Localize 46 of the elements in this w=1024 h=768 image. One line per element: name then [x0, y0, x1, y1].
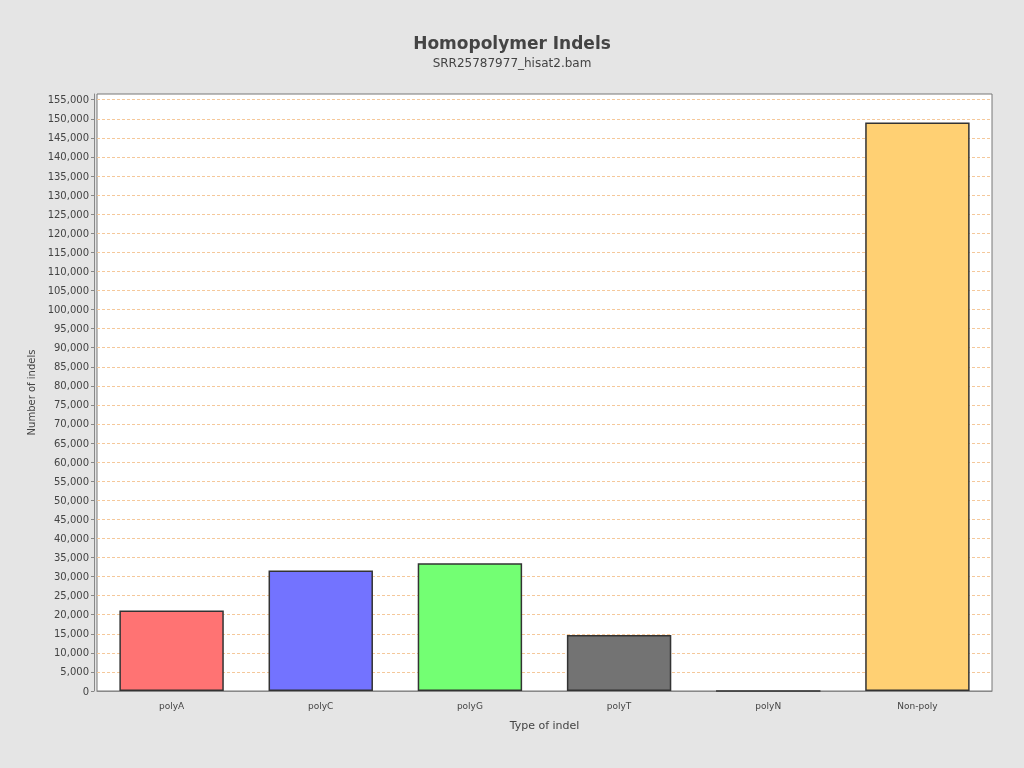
x-tick-label: polyC — [308, 700, 334, 711]
y-tick-label: 120,000 — [47, 227, 89, 239]
x-tick-label: polyA — [158, 700, 186, 711]
y-tick-label: 155,000 — [47, 94, 89, 106]
y-tick-label: 70,000 — [54, 418, 89, 430]
x-tick-label: polyT — [606, 700, 632, 711]
y-tick-label: 35,000 — [54, 551, 89, 563]
y-tick-label: 115,000 — [47, 246, 89, 258]
y-tick-label: 80,000 — [54, 380, 89, 392]
y-tick-label: 130,000 — [47, 189, 89, 201]
y-tick-label: 60,000 — [54, 456, 89, 468]
bar — [417, 563, 523, 691]
chart-title: Homopolymer Indels — [413, 32, 611, 53]
y-tick-label: 5,000 — [60, 666, 89, 678]
y-tick-label: 85,000 — [54, 361, 89, 373]
y-tick-label: 95,000 — [54, 323, 89, 335]
x-axis-title: Type of indel — [508, 719, 580, 732]
x-tick-label: polyG — [456, 700, 483, 711]
y-tick-label: 45,000 — [54, 513, 89, 525]
y-tick-label: 20,000 — [54, 609, 89, 621]
y-tick-label: 30,000 — [54, 571, 89, 583]
y-tick-label: 90,000 — [54, 342, 89, 354]
y-tick-label: 125,000 — [47, 208, 89, 220]
y-tick-label: 140,000 — [47, 151, 89, 163]
x-tick-label: polyN — [755, 700, 782, 711]
y-tick-label: 10,000 — [54, 647, 89, 659]
bar — [865, 122, 970, 691]
y-tick-label: 15,000 — [54, 628, 89, 640]
y-tick-label: 100,000 — [47, 304, 89, 316]
bar — [119, 610, 224, 691]
y-tick-label: 25,000 — [54, 590, 89, 602]
y-tick-label: 135,000 — [47, 170, 89, 182]
y-tick-label: 40,000 — [54, 532, 89, 544]
y-tick-label: 0 — [82, 685, 89, 697]
y-tick-label: 150,000 — [47, 113, 89, 125]
x-tick-label: Non-poly — [897, 700, 939, 711]
bar — [268, 570, 373, 691]
y-tick-label: 55,000 — [54, 475, 89, 487]
y-tick-label: 50,000 — [54, 494, 89, 506]
y-tick-label: 75,000 — [54, 399, 89, 411]
y-tick-label: 65,000 — [54, 437, 89, 449]
y-tick-label: 145,000 — [47, 132, 89, 144]
y-axis-title: Number of indels — [26, 349, 38, 436]
y-tick-label: 105,000 — [47, 284, 89, 296]
chart-subtitle: SRR25787977_hisat2.bam — [432, 56, 592, 70]
y-tick-label: 110,000 — [47, 265, 89, 277]
